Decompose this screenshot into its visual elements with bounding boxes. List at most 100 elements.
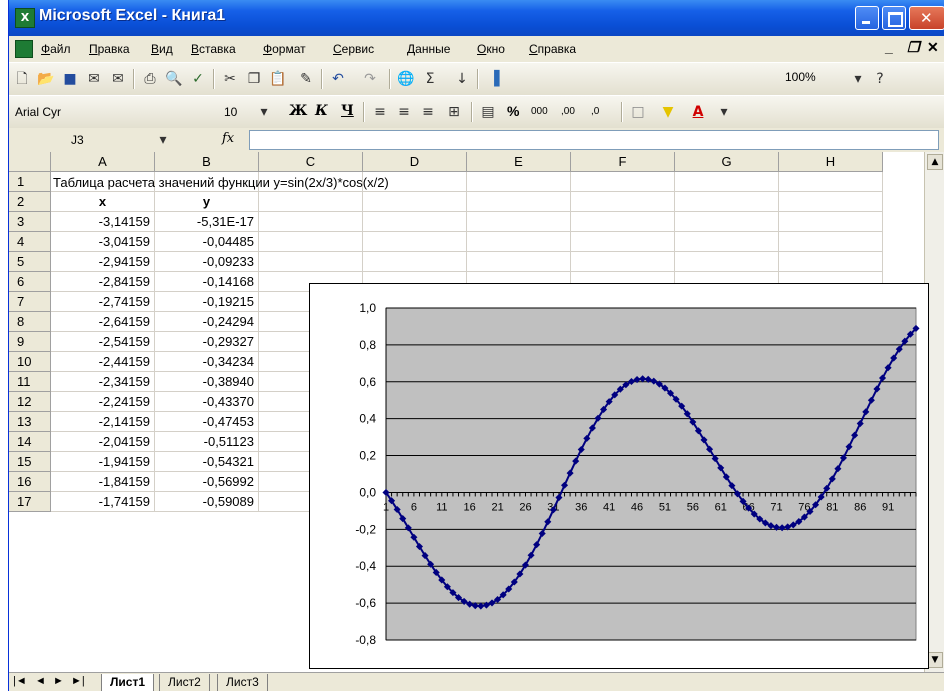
row-header-13[interactable]: 13 [9,412,51,432]
row-header-8[interactable]: 8 [9,312,51,332]
zoom-select[interactable]: 100% [785,70,816,84]
row-header-5[interactable]: 5 [9,252,51,272]
row-header-12[interactable]: 12 [9,392,51,412]
prev-sheet-icon[interactable]: ◄ [35,675,46,687]
cell[interactable] [779,212,883,232]
print-icon[interactable]: ⎙ [144,71,156,87]
cell[interactable] [571,252,675,272]
row-header-17[interactable]: 17 [9,492,51,512]
x-value-cell[interactable]: -2,44159 [51,352,155,372]
x-value-cell[interactable]: -2,74159 [51,292,155,312]
cell[interactable] [571,232,675,252]
row-header-7[interactable]: 7 [9,292,51,312]
cell[interactable] [779,252,883,272]
undo-icon[interactable]: ↶ [332,71,344,87]
column-header-c[interactable]: C [259,152,363,172]
header-x-cell[interactable]: x [51,192,155,212]
last-sheet-icon[interactable]: ►| [71,675,85,687]
y-value-cell[interactable]: -0,19215 [155,292,259,312]
italic-button[interactable]: К [315,103,328,119]
table-title[interactable]: Таблица расчета значений функции y=sin(2… [53,175,389,190]
spelling-icon[interactable]: ✓ [192,71,204,87]
tab-sheet2[interactable]: Лист2 [159,674,210,691]
menu-window[interactable]: Окно [477,42,505,56]
chevron-down-icon[interactable]: ▾ [260,104,268,120]
maximize-button[interactable] [882,6,906,30]
doc-minimize-button[interactable]: _ [885,39,893,55]
cell[interactable] [363,252,467,272]
cell[interactable] [259,192,363,212]
autosum-icon[interactable]: Σ [425,71,435,87]
increase-decimal-button[interactable]: ,00 [561,106,575,117]
menu-format[interactable]: Формат [263,42,306,56]
menu-file[interactable]: Файл [41,42,71,56]
save-icon[interactable]: ■ [63,71,77,87]
cell[interactable] [259,252,363,272]
menu-view[interactable]: Вид [151,42,173,56]
row-header-9[interactable]: 9 [9,332,51,352]
x-value-cell[interactable]: -2,84159 [51,272,155,292]
chevron-down-icon[interactable]: ▾ [159,132,167,148]
cell[interactable] [51,172,155,192]
scroll-down-icon[interactable]: ▼ [927,652,943,668]
email-icon[interactable]: ✉ [112,71,124,87]
y-value-cell[interactable]: -0,38940 [155,372,259,392]
cell[interactable] [467,232,571,252]
doc-close-button[interactable]: ✕ [927,39,939,55]
row-header-4[interactable]: 4 [9,232,51,252]
y-value-cell[interactable]: -0,34234 [155,352,259,372]
borders-icon[interactable]: □ [631,104,645,120]
bold-button[interactable]: Ж [289,103,308,119]
cell[interactable] [363,212,467,232]
workbook-icon[interactable] [15,40,33,58]
scroll-up-icon[interactable]: ▲ [927,154,943,170]
x-value-cell[interactable]: -2,64159 [51,312,155,332]
name-box[interactable]: J3 [71,133,84,147]
tab-sheet3[interactable]: Лист3 [217,674,268,691]
formula-input[interactable] [249,130,939,150]
insert-function-button[interactable]: fx [222,131,235,146]
row-header-10[interactable]: 10 [9,352,51,372]
font-name-select[interactable]: Arial Cyr [15,105,62,119]
cell[interactable] [571,172,675,192]
x-value-cell[interactable]: -2,14159 [51,412,155,432]
paste-icon[interactable]: 📋 [269,71,287,87]
merge-center-icon[interactable]: ⊞ [448,104,460,120]
y-value-cell[interactable]: -0,47453 [155,412,259,432]
x-value-cell[interactable]: -2,04159 [51,432,155,452]
cell[interactable] [259,172,363,192]
cell[interactable] [571,192,675,212]
align-right-icon[interactable]: ≡ [422,104,434,120]
cell[interactable] [259,232,363,252]
decrease-decimal-button[interactable]: ,0 [591,106,600,117]
x-value-cell[interactable]: -2,54159 [51,332,155,352]
cell[interactable] [675,212,779,232]
x-value-cell[interactable]: -3,14159 [51,212,155,232]
close-button[interactable] [909,6,944,30]
column-header-h[interactable]: H [779,152,883,172]
select-all-corner[interactable] [9,152,51,172]
column-header-a[interactable]: A [51,152,155,172]
minimize-button[interactable] [855,6,879,30]
percent-button[interactable]: % [507,103,520,119]
redo-icon[interactable]: ↷ [364,71,376,87]
cell[interactable] [259,212,363,232]
column-header-e[interactable]: E [467,152,571,172]
new-icon[interactable]: 🗋 [16,71,28,87]
y-value-cell[interactable]: -5,31E-17 [155,212,259,232]
cell[interactable] [779,192,883,212]
column-header-f[interactable]: F [571,152,675,172]
hyperlink-icon[interactable]: 🌐 [397,71,415,87]
first-sheet-icon[interactable]: |◄ [13,675,27,687]
cell[interactable] [675,232,779,252]
menu-help[interactable]: Справка [529,42,577,56]
row-header-16[interactable]: 16 [9,472,51,492]
y-value-cell[interactable]: -0,56992 [155,472,259,492]
copy-icon[interactable]: ❐ [247,71,261,87]
cell[interactable] [779,172,883,192]
cell[interactable] [675,172,779,192]
cell[interactable] [363,192,467,212]
cell[interactable] [675,192,779,212]
cell[interactable] [779,232,883,252]
permission-icon[interactable]: ✉ [88,71,100,87]
